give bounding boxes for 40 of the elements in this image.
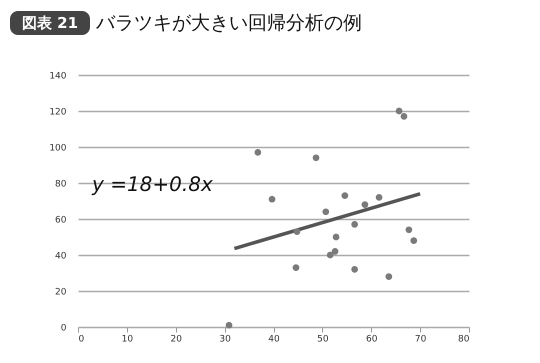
point — [400, 113, 408, 120]
point — [396, 108, 402, 114]
y-tick-label: 20 — [55, 288, 67, 298]
y-tick-label: 100 — [49, 144, 67, 154]
point — [410, 237, 418, 244]
point — [376, 194, 382, 201]
point — [312, 154, 320, 162]
point — [326, 252, 334, 258]
y-tick-label: 120 — [49, 108, 67, 118]
point — [351, 266, 358, 273]
y-tick-label: 60 — [55, 216, 67, 226]
x-tick-label: 0 — [78, 334, 84, 344]
y-tick-label: 140 — [49, 72, 67, 82]
point — [332, 234, 340, 240]
x-tick-label: 50 — [317, 334, 329, 344]
point — [322, 208, 330, 216]
x-tick-label: 10 — [122, 334, 134, 344]
point — [268, 196, 276, 203]
x-tick-label: 80 — [458, 334, 470, 344]
x-tick-label: 60 — [366, 334, 378, 344]
point — [342, 192, 348, 199]
point — [385, 273, 392, 280]
point — [292, 264, 300, 271]
y-tick-label: 80 — [55, 180, 67, 190]
x-tick-label: 40 — [268, 334, 280, 344]
annotation: y =18+0.8x — [91, 172, 213, 196]
x-tick-label: 20 — [170, 334, 182, 344]
point — [294, 228, 300, 235]
point — [226, 322, 232, 329]
y-tick-label: 40 — [55, 252, 67, 262]
point — [332, 248, 338, 255]
point — [254, 149, 262, 156]
text: 図表 21 — [22, 14, 78, 32]
y-tick-label: 0 — [60, 324, 67, 334]
x-tick-label: 70 — [414, 334, 427, 344]
x-tick-label: 30 — [219, 334, 232, 344]
chart-title: バラツキが大きい回帰分析の例 — [95, 12, 362, 34]
point — [406, 226, 412, 234]
point — [351, 221, 358, 228]
point — [362, 201, 368, 208]
